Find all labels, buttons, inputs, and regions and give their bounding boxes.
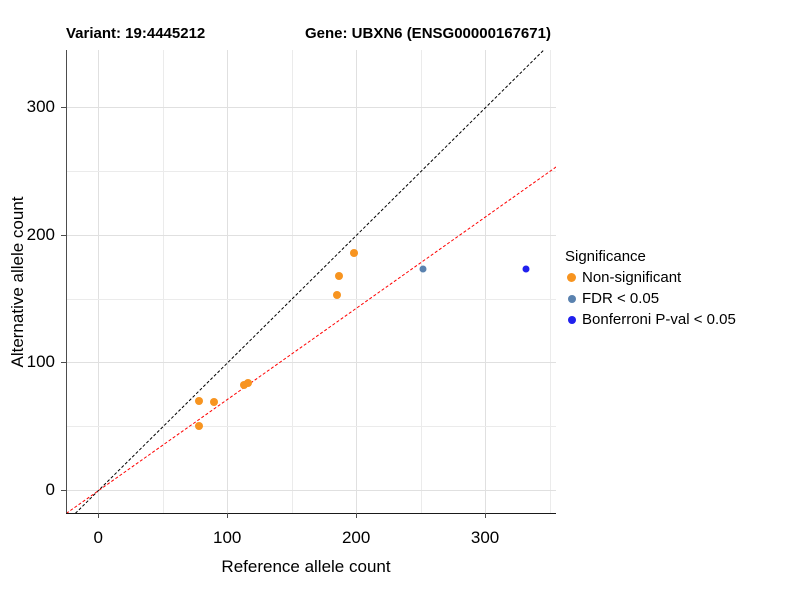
gridline-horizontal [66,490,556,492]
data-point [335,271,344,280]
legend-key [565,313,578,326]
gridline-vertical [227,50,229,513]
x-axis-line [66,513,556,515]
y-tick-mark [61,107,66,109]
gene-title: Gene: UBXN6 (ENSG00000167671) [305,25,551,42]
x-tick-label: 200 [341,528,371,547]
legend-item-label: Bonferroni P-val < 0.05 [582,311,736,328]
data-point [194,396,203,405]
gridline-vertical [291,50,293,513]
x-tick-label: 0 [93,528,103,547]
x-tick-mark [485,513,487,518]
x-tick-mark [356,513,358,518]
gridline-vertical [549,50,551,513]
x-tick-label: 100 [212,528,242,547]
legend-item-label: Non-significant [582,269,682,286]
gridline-horizontal [66,107,556,109]
legend-dot-icon [567,315,576,324]
y-tick-mark [61,490,66,492]
legend: Significance Non-significant FDR < 0.05 Bo… [565,248,736,330]
x-tick-label: 300 [470,528,500,547]
data-point [349,248,358,257]
gridline-horizontal [66,362,556,364]
y-tick-mark [61,362,66,364]
legend-dot-icon [567,294,576,303]
data-point [332,290,341,299]
data-point [210,398,219,407]
gridline-horizontal [66,234,556,236]
variant-title: Variant: 19:4445212 [66,25,206,42]
y-tick-label: 0 [45,480,55,500]
legend-key [565,271,578,284]
y-tick-label: 300 [26,97,55,117]
legend-dot-icon [567,273,576,282]
gridline-horizontal [66,171,556,173]
gridline-vertical [485,50,487,513]
y-axis-line [66,50,68,513]
x-tick-mark [98,513,100,518]
legend-key [565,292,578,305]
y-axis-title: Alternative allele count [8,196,27,368]
gridline-vertical [162,50,164,513]
gridline-vertical [420,50,422,513]
y-tick-label: 200 [26,224,55,244]
x-axis-title: Reference allele count [221,557,391,576]
data-point [419,265,427,273]
legend-title: Significance [565,248,646,265]
gridline-horizontal [66,426,556,428]
gridline-vertical [98,50,100,513]
data-point [243,378,252,387]
legend-item-1[interactable]: FDR < 0.05 [565,288,736,309]
y-tick-label: 100 [26,352,55,372]
legend-item-label: FDR < 0.05 [582,290,660,307]
reference-line-identity [75,50,544,513]
legend-items: Non-significant FDR < 0.05 Bonferroni P-va… [565,267,736,330]
plot-panel [66,50,556,513]
x-tick-mark [227,513,229,518]
gridline-vertical [356,50,358,513]
gridline-horizontal [66,298,556,300]
legend-item-0[interactable]: Non-significant [565,267,736,288]
data-point [522,265,530,273]
legend-item-2[interactable]: Bonferroni P-val < 0.05 [565,309,736,330]
y-tick-mark [61,234,66,236]
reference-line-expected-ratio [66,166,556,513]
data-point [194,422,203,431]
